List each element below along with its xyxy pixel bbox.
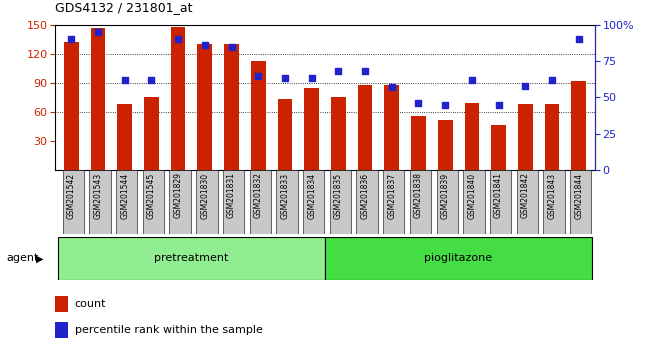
FancyBboxPatch shape: [62, 170, 84, 234]
FancyBboxPatch shape: [276, 170, 298, 234]
Text: agent: agent: [6, 253, 39, 263]
Point: [226, 44, 237, 49]
Bar: [358, 85, 372, 170]
FancyBboxPatch shape: [410, 170, 431, 234]
FancyBboxPatch shape: [463, 170, 485, 234]
Text: count: count: [75, 298, 106, 309]
FancyBboxPatch shape: [437, 170, 458, 234]
Text: GSM201833: GSM201833: [280, 172, 289, 218]
Point: [493, 102, 504, 107]
Text: GSM201835: GSM201835: [334, 172, 343, 218]
Point: [333, 68, 344, 74]
Text: pretreatment: pretreatment: [154, 253, 229, 263]
Bar: [171, 27, 185, 170]
FancyBboxPatch shape: [116, 170, 137, 234]
Point: [573, 36, 584, 42]
Text: GSM201545: GSM201545: [147, 172, 156, 219]
Point: [413, 100, 424, 106]
Point: [253, 73, 263, 78]
Point: [66, 36, 77, 42]
FancyBboxPatch shape: [250, 170, 271, 234]
Text: GSM201838: GSM201838: [414, 172, 423, 218]
Point: [547, 77, 557, 83]
Text: GSM201842: GSM201842: [521, 172, 530, 218]
Point: [200, 42, 210, 48]
Bar: [438, 120, 452, 170]
Point: [440, 102, 450, 107]
Bar: [55, 322, 68, 338]
FancyBboxPatch shape: [303, 170, 324, 234]
Bar: [251, 61, 266, 170]
Bar: [384, 85, 399, 170]
Point: [467, 77, 477, 83]
FancyBboxPatch shape: [356, 170, 378, 234]
Point: [280, 76, 290, 81]
FancyBboxPatch shape: [383, 170, 404, 234]
Text: GSM201829: GSM201829: [174, 172, 183, 218]
Point: [173, 36, 183, 42]
Point: [306, 76, 317, 81]
Text: GSM201841: GSM201841: [494, 172, 503, 218]
Bar: [64, 42, 79, 170]
Point: [120, 77, 130, 83]
FancyBboxPatch shape: [89, 170, 111, 234]
Bar: [411, 116, 426, 170]
Bar: [518, 104, 532, 170]
Text: GSM201843: GSM201843: [547, 172, 556, 218]
Text: percentile rank within the sample: percentile rank within the sample: [75, 325, 263, 335]
FancyBboxPatch shape: [330, 170, 351, 234]
Bar: [331, 97, 346, 170]
Bar: [144, 97, 159, 170]
Bar: [465, 103, 479, 170]
FancyBboxPatch shape: [170, 170, 191, 234]
Bar: [545, 104, 560, 170]
Bar: [118, 104, 132, 170]
Text: GSM201542: GSM201542: [67, 172, 76, 218]
Text: GSM201834: GSM201834: [307, 172, 316, 218]
Text: GSM201837: GSM201837: [387, 172, 396, 218]
FancyBboxPatch shape: [223, 170, 244, 234]
Point: [520, 83, 530, 88]
Bar: [198, 44, 212, 170]
FancyBboxPatch shape: [58, 237, 325, 280]
Text: GSM201544: GSM201544: [120, 172, 129, 219]
Text: GSM201844: GSM201844: [574, 172, 583, 218]
Point: [387, 84, 397, 90]
Point: [146, 77, 157, 83]
Text: GSM201832: GSM201832: [254, 172, 263, 218]
Point: [360, 68, 370, 74]
Bar: [571, 81, 586, 170]
Text: GSM201831: GSM201831: [227, 172, 236, 218]
Bar: [304, 88, 319, 170]
Bar: [491, 125, 506, 170]
FancyBboxPatch shape: [325, 237, 592, 280]
Text: pioglitazone: pioglitazone: [424, 253, 493, 263]
FancyBboxPatch shape: [490, 170, 512, 234]
Text: GSM201839: GSM201839: [441, 172, 450, 218]
Bar: [278, 99, 292, 170]
Point: [93, 29, 103, 35]
Text: GSM201840: GSM201840: [467, 172, 476, 218]
Text: GDS4132 / 231801_at: GDS4132 / 231801_at: [55, 1, 193, 14]
Bar: [224, 44, 239, 170]
Text: GSM201836: GSM201836: [361, 172, 370, 218]
Bar: [55, 296, 68, 312]
FancyBboxPatch shape: [143, 170, 164, 234]
Bar: [90, 28, 105, 170]
FancyBboxPatch shape: [517, 170, 538, 234]
Text: GSM201543: GSM201543: [94, 172, 103, 219]
FancyBboxPatch shape: [196, 170, 218, 234]
Text: ▶: ▶: [36, 253, 44, 263]
FancyBboxPatch shape: [543, 170, 565, 234]
FancyBboxPatch shape: [570, 170, 592, 234]
Text: GSM201830: GSM201830: [200, 172, 209, 218]
